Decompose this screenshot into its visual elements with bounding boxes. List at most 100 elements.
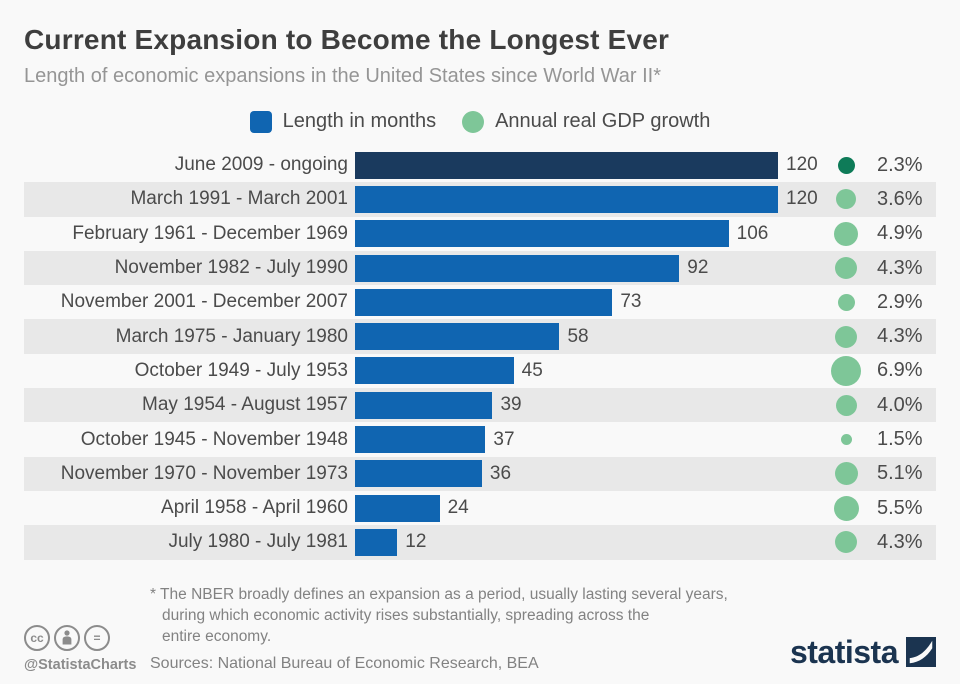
legend-label-gdp: Annual real GDP growth <box>495 110 711 132</box>
gdp-dot-zone <box>824 355 868 386</box>
sources-line: Sources: National Bureau of Economic Res… <box>150 654 539 672</box>
statista-handle: @StatistaCharts <box>24 656 137 673</box>
cc-icons: cc = <box>24 624 150 651</box>
chart-row: March 1991 - March 2001 120 3.6% <box>24 182 936 217</box>
legend-item-length: Length in months <box>249 110 437 133</box>
gdp-dot-zone <box>824 394 868 416</box>
gdp-growth-dot <box>834 221 858 246</box>
page-subtitle: Length of economic expansions in the Uni… <box>24 65 662 87</box>
gdp-growth-dot <box>835 257 857 280</box>
chart-row: February 1961 - December 1969 106 4.9% <box>24 217 936 251</box>
gdp-growth-dot <box>834 462 858 486</box>
chart-row: July 1980 - July 1981 12 4.3% <box>24 525 936 560</box>
row-period-label: November 1970 - November 1973 <box>60 462 348 484</box>
chart-row: October 1945 - November 1948 37 1.5% <box>24 422 936 456</box>
bar-zone: 37 <box>348 426 824 454</box>
gdp-value-label: 5.5% <box>877 496 923 519</box>
length-bar <box>355 288 613 316</box>
gdp-value-label: 2.9% <box>877 290 923 313</box>
legend: Length in months Annual real GDP growth <box>24 110 936 133</box>
chart-row: March 1975 - January 1980 58 4.3% <box>24 319 936 354</box>
length-bar <box>355 426 486 454</box>
length-bar <box>355 151 778 179</box>
notes: * The NBER broadly defines an expansion … <box>150 584 790 673</box>
bar-zone: 45 <box>348 357 824 385</box>
gdp-dot-zone <box>824 257 868 280</box>
bar-value-label: 120 <box>786 188 818 210</box>
chart-row: October 1949 - July 1953 45 6.9% <box>24 354 936 388</box>
length-bar <box>355 323 560 351</box>
row-period-label: October 1945 - November 1948 <box>80 428 348 450</box>
gdp-growth-dot <box>835 325 857 348</box>
row-period-label: February 1961 - December 1969 <box>72 222 348 244</box>
gdp-value-label: 4.3% <box>877 530 923 553</box>
length-bar <box>355 460 482 488</box>
footnote: * The NBER broadly defines an expansion … <box>150 584 790 647</box>
green-circle-icon <box>462 110 485 133</box>
row-period-label: July 1980 - July 1981 <box>168 531 348 553</box>
length-bar <box>355 494 440 522</box>
gdp-dot-zone <box>824 462 868 486</box>
bar-value-label: 106 <box>736 222 769 244</box>
gdp-dot-zone <box>824 189 868 210</box>
bar-value-label: 39 <box>500 394 522 416</box>
bar-value-label: 45 <box>521 359 543 381</box>
row-period-label: May 1954 - August 1957 <box>142 394 348 416</box>
bar-zone: 36 <box>348 460 824 488</box>
gdp-value-label: 1.5% <box>877 428 923 451</box>
gdp-growth-dot <box>837 293 855 311</box>
bar-value-label: 58 <box>567 325 589 347</box>
footnote-line: * The NBER broadly defines an expansion … <box>150 585 728 603</box>
row-period-label: November 2001 - December 2007 <box>60 291 348 313</box>
footer: cc = @StatistaCharts * The NBER broadly … <box>24 584 936 673</box>
cc-icon: cc <box>24 624 50 651</box>
bar-zone: 120 <box>348 151 824 179</box>
statista-logo: statista <box>790 634 936 673</box>
length-bar <box>355 254 680 282</box>
no-derivatives-equal-icon: = <box>84 624 110 651</box>
bar-zone: 92 <box>348 254 824 282</box>
statista-logo-mark-icon <box>906 637 936 668</box>
gdp-value-label: 4.3% <box>877 256 923 279</box>
gdp-dot-zone <box>824 495 868 521</box>
row-period-label: March 1991 - March 2001 <box>130 188 348 210</box>
gdp-dot-zone <box>824 325 868 348</box>
gdp-dot-zone <box>824 434 868 446</box>
bar-value-label: 92 <box>687 257 709 279</box>
bar-zone: 58 <box>348 323 824 351</box>
bar-zone: 24 <box>348 494 824 522</box>
gdp-growth-dot <box>840 434 852 446</box>
gdp-value-label: 4.9% <box>877 222 923 245</box>
length-bar <box>355 391 493 419</box>
gdp-dot-zone <box>824 531 868 554</box>
chart-row: November 1982 - July 1990 92 4.3% <box>24 250 936 286</box>
length-bar <box>355 528 398 556</box>
bar-value-label: 120 <box>786 154 818 176</box>
chart-row: November 2001 - December 2007 73 2.9% <box>24 285 936 319</box>
gdp-value-label: 2.3% <box>877 153 923 176</box>
length-bar <box>355 185 778 213</box>
gdp-value-label: 4.3% <box>877 325 923 348</box>
gdp-growth-dot <box>836 189 856 210</box>
bar-value-label: 36 <box>489 462 512 484</box>
legend-label-length: Length in months <box>282 110 437 132</box>
row-period-label: April 1958 - April 1960 <box>161 497 348 519</box>
gdp-value-label: 4.0% <box>877 393 923 416</box>
bar-zone: 106 <box>348 220 824 248</box>
gdp-growth-dot <box>835 394 857 416</box>
gdp-dot-zone <box>824 156 868 174</box>
bar-zone: 39 <box>348 391 824 419</box>
row-period-label: June 2009 - ongoing <box>174 154 348 176</box>
row-period-label: November 1982 - July 1990 <box>114 257 348 279</box>
chart-row: November 1970 - November 1973 36 5.1% <box>24 456 936 491</box>
gdp-value-label: 3.6% <box>877 187 923 210</box>
bar-value-label: 37 <box>493 428 515 450</box>
bar-chart: June 2009 - ongoing 120 2.3% March 1991 - M… <box>24 148 936 560</box>
attribution-person-icon <box>54 624 80 651</box>
row-period-label: October 1949 - July 1953 <box>134 359 348 381</box>
gdp-value-label: 6.9% <box>877 359 923 382</box>
blue-square-icon <box>249 110 272 133</box>
cc-license-block: cc = @StatistaCharts <box>24 624 150 673</box>
gdp-dot-zone <box>824 221 868 246</box>
length-bar <box>355 357 514 385</box>
